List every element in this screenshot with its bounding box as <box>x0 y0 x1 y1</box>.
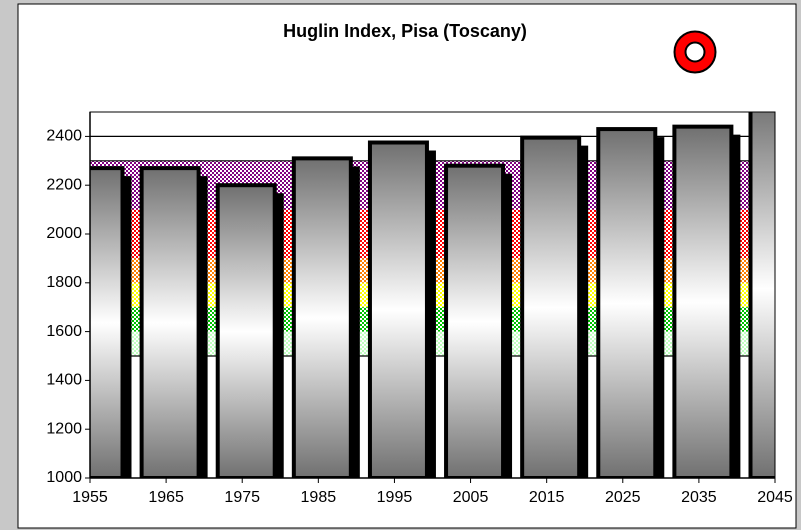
x-tick-label: 2005 <box>453 489 489 506</box>
bar <box>291 156 353 478</box>
y-tick-label: 1400 <box>46 372 82 389</box>
x-tick-label: 2025 <box>605 489 641 506</box>
y-tick-label: 1000 <box>46 469 82 486</box>
bar <box>520 135 582 478</box>
bar <box>596 127 658 478</box>
y-tick-label: 1200 <box>46 420 82 437</box>
plot <box>90 112 775 478</box>
legend-marker <box>675 32 715 72</box>
bar <box>672 124 734 478</box>
x-tick-label: 1975 <box>224 489 260 506</box>
bar <box>444 163 506 478</box>
bar <box>139 166 201 478</box>
y-tick-label: 2000 <box>46 225 82 242</box>
y-tick-label: 1800 <box>46 274 82 291</box>
x-tick-label: 1955 <box>72 489 108 506</box>
x-tick-label: 1965 <box>148 489 184 506</box>
y-tick-label: 1600 <box>46 323 82 340</box>
x-tick-label: 2045 <box>757 489 793 506</box>
x-tick-label: 1995 <box>377 489 413 506</box>
bar <box>215 183 277 478</box>
y-tick-label: 2400 <box>46 128 82 145</box>
chart-title: Huglin Index, Pisa (Toscany) <box>283 21 527 41</box>
x-tick-label: 2035 <box>681 489 717 506</box>
bar <box>748 112 775 478</box>
bar <box>90 166 125 478</box>
x-tick-label: 2015 <box>529 489 565 506</box>
y-tick-label: 2200 <box>46 176 82 193</box>
x-tick-label: 1985 <box>301 489 337 506</box>
bar <box>367 140 429 478</box>
